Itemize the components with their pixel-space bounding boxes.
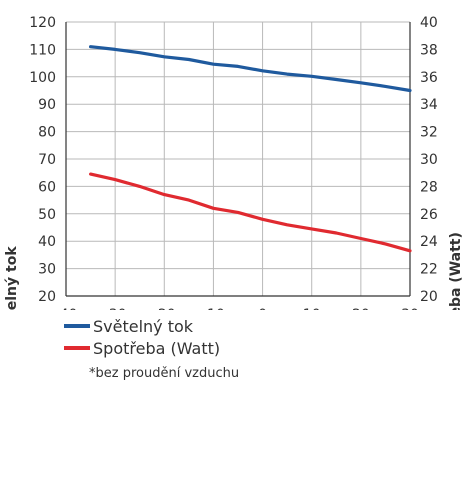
y-right-tick-label: 24 <box>420 234 438 250</box>
legend-label-series-1: Světelný tok <box>93 316 194 336</box>
x-tick-label: 30 <box>401 307 419 310</box>
x-tick-label: -40 <box>55 307 78 310</box>
y-left-tick-label: 30 <box>38 262 56 278</box>
y-axis-right-title: Spotřeba (Watt) <box>448 232 464 310</box>
y-right-tick-label: 32 <box>420 125 438 141</box>
y-left-tick-label: 120 <box>29 15 56 31</box>
x-tick-label: 10 <box>303 307 321 310</box>
y-right-tick-label: 28 <box>420 179 438 195</box>
y-right-tick-label: 20 <box>420 289 438 305</box>
legend-item-series-2: Spotřeba (Watt) <box>64 337 220 359</box>
series-lines <box>88 45 412 253</box>
legend-swatch-series-1 <box>64 324 90 328</box>
y-right-tick-label: 26 <box>420 207 438 223</box>
x-tick-label: 0 <box>258 307 267 310</box>
x-tick-label: -20 <box>153 307 176 310</box>
y-left-tick-label: 40 <box>38 234 56 250</box>
y-left-tick-label: 20 <box>38 289 56 305</box>
y-left-tick-label: 110 <box>29 42 56 58</box>
y-left-tick-label: 60 <box>38 179 56 195</box>
grid <box>65 21 411 297</box>
series-line-2 <box>88 172 412 253</box>
y-left-tick-label: 70 <box>38 152 56 168</box>
y-left-tick-label: 80 <box>38 125 56 141</box>
legend-swatch-series-2 <box>64 346 90 350</box>
y-right-tick-label: 40 <box>420 15 438 31</box>
footnote: *bez proudění vzduchu <box>89 366 240 381</box>
series-line-1 <box>88 45 412 93</box>
y-right-tick-label: 38 <box>420 42 438 58</box>
y-right-tick-label: 36 <box>420 70 438 86</box>
y-left-tick-label: 100 <box>29 70 56 86</box>
x-tick-label: -30 <box>104 307 127 310</box>
chart: 2030405060708090100110120202224262830323… <box>4 15 464 310</box>
y-left-tick-label: 50 <box>38 207 56 223</box>
y-axis-left-title: Světelný tok <box>4 246 20 310</box>
x-tick-label: -10 <box>202 307 225 310</box>
legend-item-series-1: Světelný tok <box>64 315 220 337</box>
y-right-tick-label: 34 <box>420 97 438 113</box>
tick-labels: 2030405060708090100110120202224262830323… <box>29 15 438 310</box>
y-right-tick-label: 30 <box>420 152 438 168</box>
x-tick-label: 20 <box>352 307 370 310</box>
y-right-tick-label: 22 <box>420 262 438 278</box>
legend: Světelný tok Spotřeba (Watt) <box>64 315 220 359</box>
legend-label-series-2: Spotřeba (Watt) <box>93 338 221 358</box>
y-left-tick-label: 90 <box>38 97 56 113</box>
